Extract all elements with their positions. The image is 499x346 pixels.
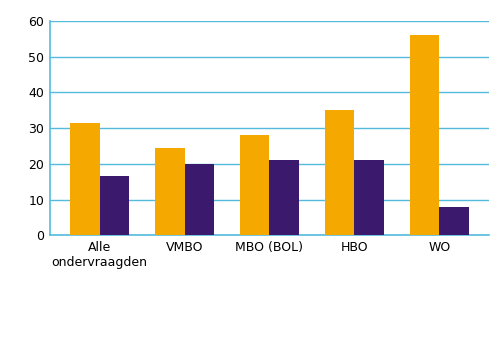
- Bar: [100, 176, 129, 235]
- Bar: [269, 160, 299, 235]
- Bar: [240, 135, 269, 235]
- Bar: [155, 148, 185, 235]
- Bar: [354, 160, 384, 235]
- Bar: [325, 110, 354, 235]
- Bar: [410, 35, 439, 235]
- Bar: [70, 122, 100, 235]
- Bar: [439, 207, 469, 235]
- Bar: [185, 164, 214, 235]
